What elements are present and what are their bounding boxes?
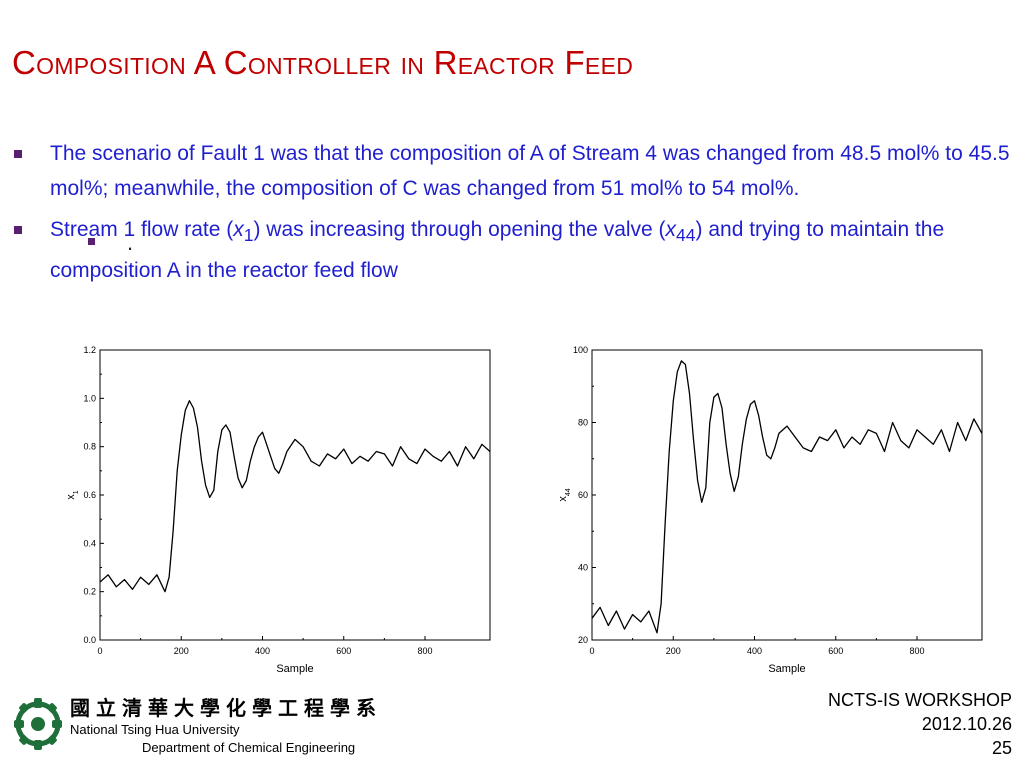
- bullet-2-text-part2: ) was increasing through opening the val…: [253, 218, 666, 241]
- y-tick-label: 0.8: [83, 442, 96, 452]
- x-axis-label: Sample: [276, 663, 313, 675]
- chart-svg-1: 0 200 400 600 800 20 40 60 80 100 Sample x44: [557, 345, 983, 675]
- bullet-item-1: The scenario of Fault 1 was that the com…: [14, 136, 1014, 206]
- x-tick-label: 200: [174, 646, 189, 656]
- y-tick-label: 0.6: [83, 490, 96, 500]
- variable-x44: x: [665, 218, 677, 241]
- x-tick-label: 800: [417, 646, 432, 656]
- university-name-en: National Tsing Hua University: [70, 722, 240, 737]
- slide-title: Composition A Controller in Reactor Feed: [12, 44, 633, 82]
- y-axis-label-text: x1: [65, 490, 80, 500]
- series-line: [591, 360, 983, 634]
- bullet-1-text: The scenario of Fault 1 was that the com…: [50, 142, 1010, 200]
- stray-bullet-marker-icon: [88, 238, 95, 245]
- bullet-2-text-part1: Stream 1 flow rate (: [50, 218, 234, 241]
- plot-frame: [591, 349, 983, 641]
- variable-x1: x: [233, 218, 244, 241]
- plot-frame: [99, 349, 491, 641]
- x-tick-label: 400: [747, 646, 762, 656]
- chart-x44: 0 200 400 600 800 20 40 60 80 100 Sample x44: [552, 330, 992, 690]
- variable-x44-sub: 44: [676, 225, 696, 246]
- x-tick-label: 800: [909, 646, 924, 656]
- x-axis-label: Sample: [768, 663, 805, 675]
- y-tick-label: 20: [578, 635, 588, 645]
- university-emblem-icon: [14, 698, 62, 750]
- y-tick-label: 100: [573, 345, 588, 355]
- y-tick-label: 80: [578, 418, 588, 428]
- bullet-list: The scenario of Fault 1 was that the com…: [14, 136, 1014, 288]
- chart-svg-0: 0 200 400 600 800 0.0 0.2 0.4 0.6 0.8 1.0 1.2 Sample…: [65, 345, 491, 675]
- bullet-marker-icon: [14, 226, 22, 234]
- y-axis-label: x1: [65, 490, 80, 500]
- y-tick-label: 40: [578, 563, 588, 573]
- x-tick-label: 200: [666, 646, 681, 656]
- slide-footer: NCTS-IS WORKSHOP 2012.10.26 25: [828, 688, 1012, 760]
- university-name-zh: 國立清華大學化學工程學系: [70, 696, 382, 720]
- bullet-item-2: Stream 1 flow rate (x1) was increasing t…: [14, 212, 1014, 288]
- y-axis-label-sub: 1: [73, 490, 80, 494]
- x-tick-label: 0: [589, 646, 594, 656]
- department-name-en: Department of Chemical Engineering: [142, 740, 356, 755]
- x-tick-label: 600: [828, 646, 843, 656]
- series-line: [99, 400, 491, 593]
- x-tick-label: 400: [255, 646, 270, 656]
- y-tick-label: 60: [578, 490, 588, 500]
- footer-date: 2012.10.26: [921, 714, 1012, 734]
- bullet-2-text-part3: ) and trying to maintain the composition…: [50, 218, 945, 283]
- y-tick-label: 1.2: [83, 345, 96, 355]
- y-tick-label: 1.0: [83, 393, 96, 403]
- y-axis-label: x44: [557, 488, 572, 501]
- variable-x1-sub: 1: [243, 225, 254, 246]
- page-number: 25: [991, 738, 1012, 758]
- slide-title-text: Composition A Controller in Reactor Feed: [12, 44, 634, 81]
- y-tick-label: 0.4: [83, 538, 96, 548]
- y-axis-label-sub: 44: [565, 488, 572, 496]
- x-tick-label: 0: [97, 646, 102, 656]
- y-tick-label: 0.0: [83, 635, 96, 645]
- bullet-marker-icon: [14, 150, 22, 158]
- chart-x1: 0 200 400 600 800 0.0 0.2 0.4 0.6 0.8 1.0 1.2 Sample…: [60, 330, 500, 690]
- x-tick-label: 600: [336, 646, 351, 656]
- y-tick-label: 0.2: [83, 587, 96, 597]
- footer-workshop: NCTS-IS WORKSHOP: [827, 690, 1012, 710]
- y-axis-label-text: x44: [557, 488, 572, 501]
- stray-dot: .: [127, 230, 134, 255]
- university-logo: 國立清華大學化學工程學系 National Tsing Hua Universi…: [12, 690, 376, 762]
